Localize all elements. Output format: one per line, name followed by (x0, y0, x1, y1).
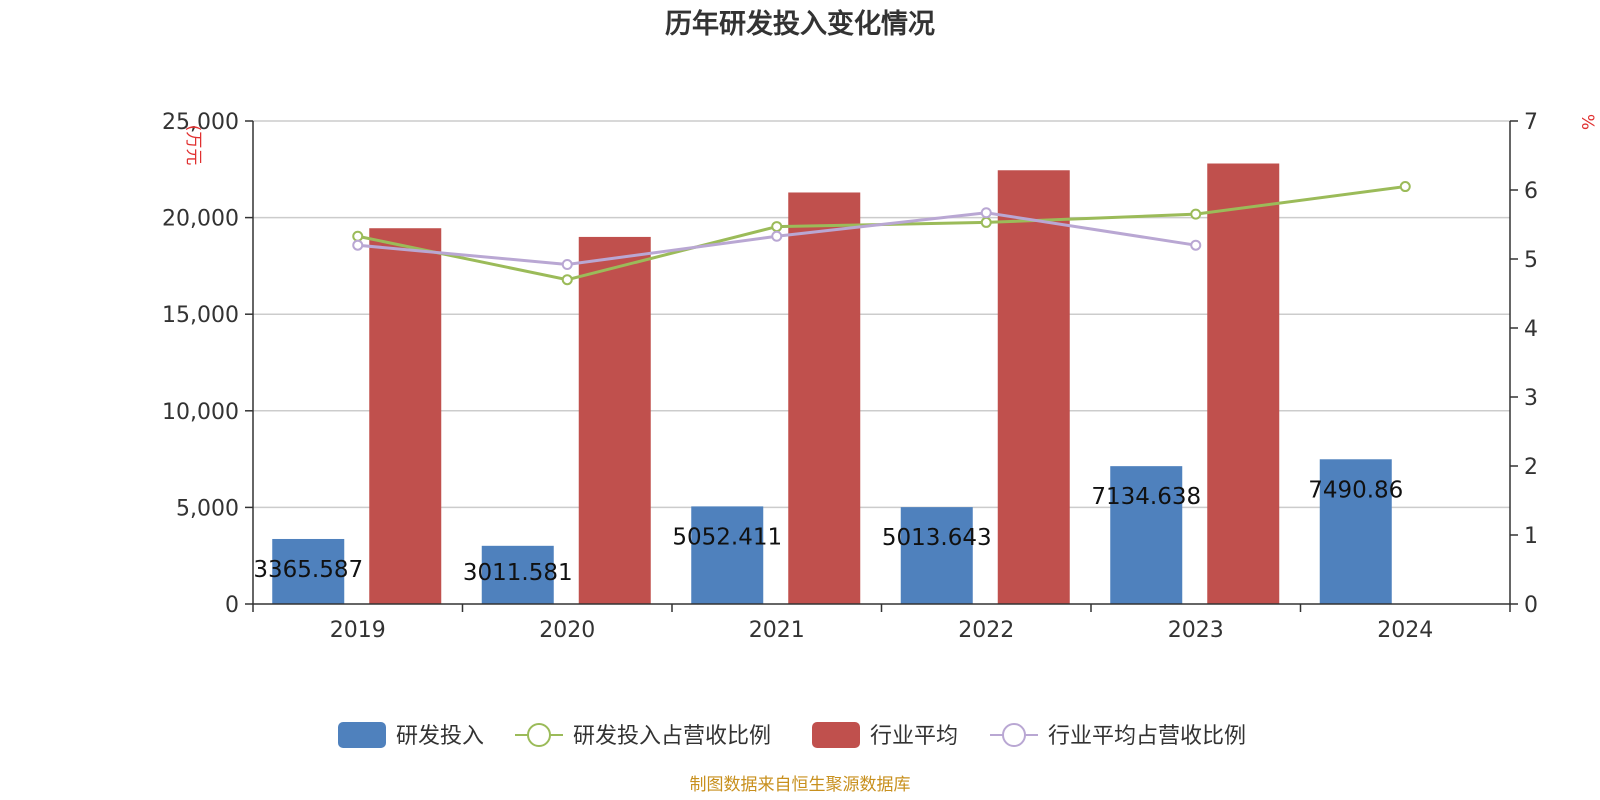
bar (1110, 466, 1183, 604)
left-tick-label: 0 (225, 593, 239, 618)
x-tick-label: 2022 (958, 618, 1014, 643)
bar (900, 507, 973, 604)
left-axis-unit: (万元 (183, 125, 203, 166)
data-labels: 3365.587 3011.581 5052.411 5013.643 7134.638… (253, 477, 1403, 586)
source-note: 制图数据来自恒生聚源数据库 (690, 775, 911, 795)
line-point (561, 259, 573, 271)
line-point (352, 239, 364, 251)
bar-data-label: 7490.86 (1308, 477, 1403, 503)
x-tick-label: 2024 (1377, 618, 1433, 643)
legend-swatch (338, 722, 386, 748)
bar (1319, 459, 1392, 604)
bar-data-label: 7134.638 (1091, 484, 1201, 510)
bar (481, 545, 554, 604)
right-tick-label: 6 (1524, 179, 1538, 204)
line-point (1190, 208, 1202, 220)
bar (369, 228, 442, 604)
right-axis-unit: % (1577, 114, 1597, 130)
gridlines (253, 120, 1510, 509)
left-tick-label: 5,000 (176, 496, 239, 521)
legend-label: 研发投入 (396, 724, 484, 749)
bar (997, 170, 1070, 605)
legend-swatch (812, 722, 860, 748)
right-tick-label: 3 (1524, 386, 1538, 411)
line-point (352, 230, 364, 242)
right-tick-label: 0 (1524, 593, 1538, 618)
line-point (980, 207, 992, 219)
right-tick-label: 7 (1524, 110, 1538, 135)
x-tick-label: 2021 (749, 618, 805, 643)
bar-data-label: 5052.411 (672, 524, 782, 550)
legend-label: 行业平均占营收比例 (1048, 724, 1246, 749)
bar-data-label: 3365.587 (253, 557, 363, 583)
bar (578, 236, 651, 605)
line-point (1399, 181, 1411, 193)
left-tick-label: 20,000 (162, 207, 239, 232)
line-point (1190, 239, 1202, 251)
legend: 研发投入 研发投入占营收比例 行业平均 行业平均占营收比例 (338, 722, 1246, 749)
line-point (771, 221, 783, 233)
right-tick-label: 4 (1524, 317, 1538, 342)
bar (272, 538, 345, 604)
bar (1207, 163, 1280, 604)
legend-marker (1002, 723, 1026, 747)
line-point (980, 216, 992, 228)
x-tick-label: 2023 (1168, 618, 1224, 643)
left-tick-label: 15,000 (162, 303, 239, 328)
line-point (561, 274, 573, 286)
axes: 0 5,000 10,000 15,000 20,000 25,000 0 1 2 3 4 5 6 7 20… (162, 110, 1538, 643)
bars (272, 163, 1392, 605)
right-tick-label: 1 (1524, 524, 1538, 549)
bar-data-label: 5013.643 (882, 525, 992, 551)
right-tick-label: 5 (1524, 248, 1538, 273)
bar (691, 506, 764, 604)
line-point (771, 230, 783, 242)
legend-label: 研发投入占营收比例 (573, 724, 771, 749)
bar (788, 192, 861, 604)
legend-label: 行业平均 (870, 724, 958, 749)
chart-title: 历年研发投入变化情况 (665, 8, 935, 40)
left-tick-label: 10,000 (162, 400, 239, 425)
left-tick-label: 25,000 (162, 110, 239, 135)
lines (352, 181, 1411, 286)
legend-marker (527, 723, 551, 747)
x-tick-label: 2020 (539, 618, 595, 643)
bar-data-label: 3011.581 (463, 560, 573, 586)
right-tick-label: 2 (1524, 455, 1538, 480)
x-tick-label: 2019 (330, 618, 386, 643)
